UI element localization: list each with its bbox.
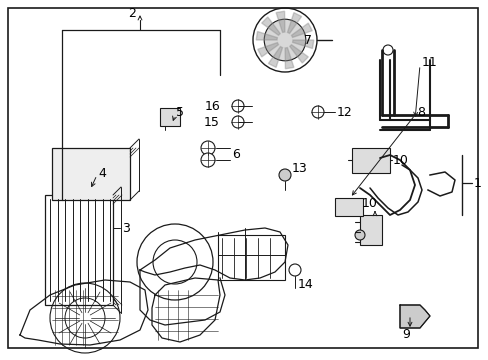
Circle shape	[288, 264, 301, 276]
Circle shape	[382, 45, 392, 55]
Text: 16: 16	[204, 99, 220, 113]
Text: 10: 10	[392, 153, 408, 166]
Text: 6: 6	[231, 148, 240, 161]
Circle shape	[231, 100, 244, 112]
Text: 7: 7	[304, 33, 311, 46]
Text: 14: 14	[297, 279, 313, 292]
Bar	[334, 198, 362, 216]
Polygon shape	[289, 45, 307, 63]
Text: 5: 5	[176, 105, 183, 118]
Polygon shape	[287, 13, 301, 33]
Text: 12: 12	[336, 105, 352, 118]
Circle shape	[201, 153, 215, 167]
Bar	[52, 148, 130, 200]
Text: 1: 1	[473, 176, 481, 189]
Bar	[45, 195, 113, 305]
Bar	[160, 108, 180, 126]
Polygon shape	[276, 11, 285, 32]
Circle shape	[264, 19, 305, 61]
Circle shape	[354, 230, 364, 240]
Polygon shape	[399, 305, 429, 328]
Polygon shape	[256, 31, 277, 40]
Circle shape	[201, 141, 215, 155]
Text: 10: 10	[361, 197, 377, 210]
Polygon shape	[285, 48, 293, 69]
Bar	[218, 235, 285, 280]
Circle shape	[279, 169, 290, 181]
Text: 11: 11	[421, 55, 437, 68]
Text: 4: 4	[98, 166, 106, 180]
Polygon shape	[291, 23, 312, 37]
Polygon shape	[268, 46, 282, 67]
Bar	[359, 215, 381, 245]
Polygon shape	[257, 42, 278, 57]
Polygon shape	[261, 17, 280, 35]
Bar	[351, 148, 389, 173]
Text: 13: 13	[291, 162, 307, 175]
Polygon shape	[292, 40, 313, 49]
Text: 8: 8	[416, 105, 424, 118]
Text: 3: 3	[122, 221, 130, 234]
Text: 15: 15	[203, 116, 220, 129]
Text: 2: 2	[128, 6, 136, 19]
Circle shape	[311, 106, 324, 118]
Text: 9: 9	[401, 328, 409, 342]
Circle shape	[231, 116, 244, 128]
